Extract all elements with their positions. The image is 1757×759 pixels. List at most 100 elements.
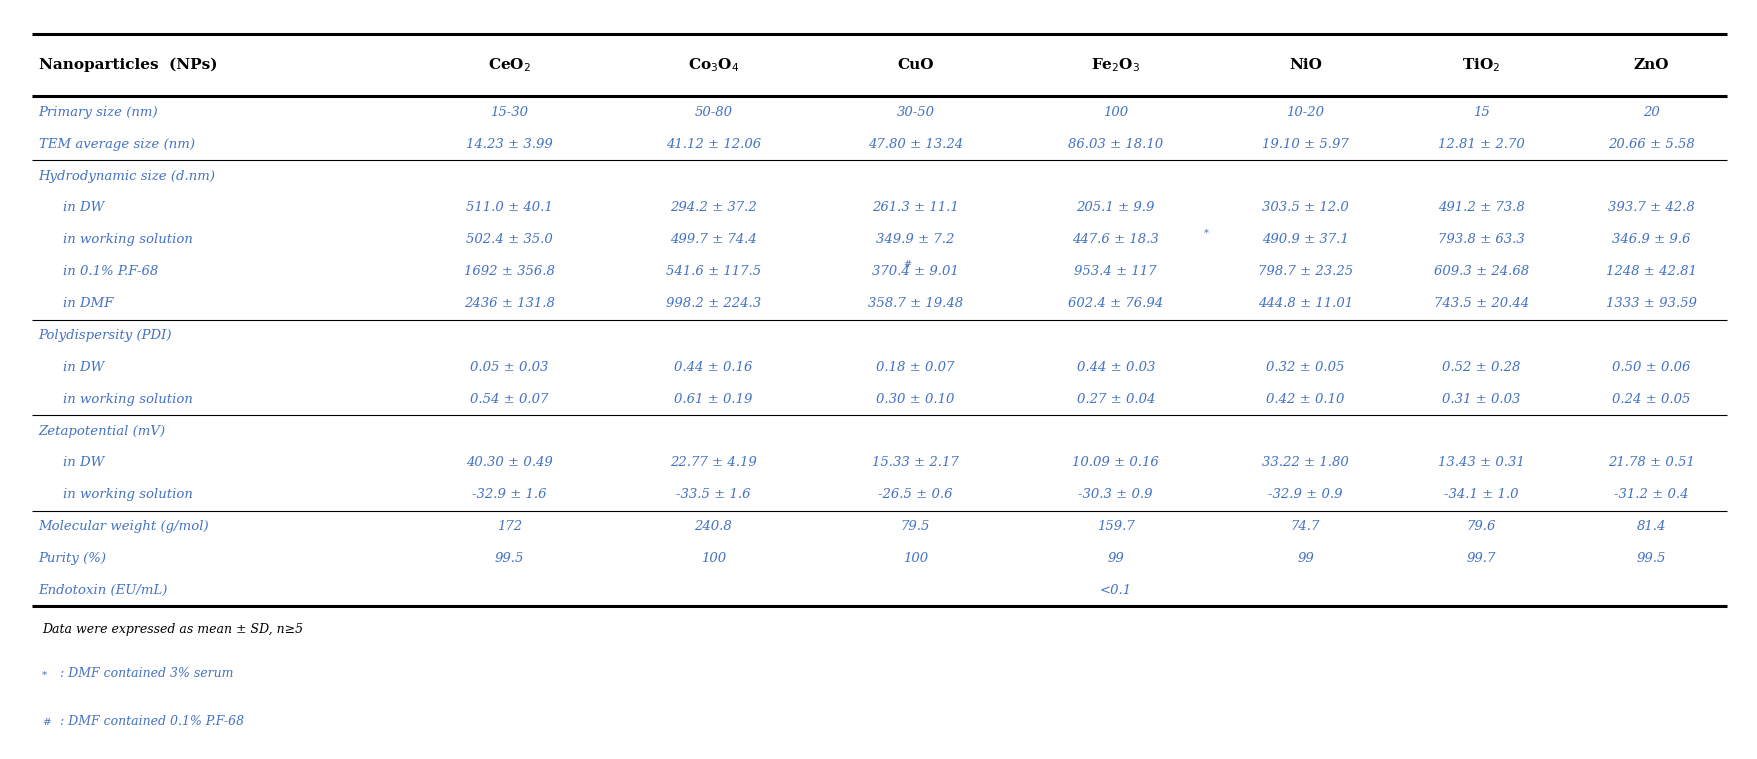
Text: 370.4 ± 9.01: 370.4 ± 9.01 (871, 265, 959, 279)
Text: 609.3 ± 24.68: 609.3 ± 24.68 (1434, 265, 1529, 279)
Text: in DMF: in DMF (63, 297, 114, 310)
Text: Co$_3$O$_4$: Co$_3$O$_4$ (687, 56, 740, 74)
Text: in working solution: in working solution (63, 392, 193, 406)
Text: 491.2 ± 73.8: 491.2 ± 73.8 (1437, 201, 1525, 215)
Text: 0.52 ± 0.28: 0.52 ± 0.28 (1442, 361, 1520, 374)
Text: 0.50 ± 0.06: 0.50 ± 0.06 (1613, 361, 1690, 374)
Text: Nanoparticles  (NPs): Nanoparticles (NPs) (39, 58, 218, 72)
Text: 0.30 ± 0.10: 0.30 ± 0.10 (877, 392, 954, 406)
Text: 793.8 ± 63.3: 793.8 ± 63.3 (1437, 233, 1525, 247)
Text: 346.9 ± 9.6: 346.9 ± 9.6 (1613, 233, 1690, 247)
Text: Molecular weight (g/mol): Molecular weight (g/mol) (39, 520, 209, 534)
Text: Fe$_2$O$_3$: Fe$_2$O$_3$ (1091, 56, 1140, 74)
Text: 99.7: 99.7 (1467, 552, 1495, 565)
Text: -32.9 ± 0.9: -32.9 ± 0.9 (1269, 488, 1342, 502)
Text: in DW: in DW (63, 361, 104, 374)
Text: 99: 99 (1297, 552, 1314, 565)
Text: 0.31 ± 0.03: 0.31 ± 0.03 (1442, 392, 1520, 406)
Text: 99.5: 99.5 (495, 552, 524, 565)
Text: 13.43 ± 0.31: 13.43 ± 0.31 (1437, 456, 1525, 470)
Text: in 0.1% P.F-68: in 0.1% P.F-68 (63, 265, 158, 279)
Text: 0.42 ± 0.10: 0.42 ± 0.10 (1267, 392, 1344, 406)
Text: 10-20: 10-20 (1286, 106, 1325, 119)
Text: 12.81 ± 2.70: 12.81 ± 2.70 (1437, 137, 1525, 151)
Text: 1248 ± 42.81: 1248 ± 42.81 (1606, 265, 1697, 279)
Text: 502.4 ± 35.0: 502.4 ± 35.0 (466, 233, 553, 247)
Text: 490.9 ± 37.1: 490.9 ± 37.1 (1262, 233, 1349, 247)
Text: 41.12 ± 12.06: 41.12 ± 12.06 (666, 137, 761, 151)
Text: in DW: in DW (63, 201, 104, 215)
Text: *: * (1204, 228, 1209, 238)
Text: 998.2 ± 224.3: 998.2 ± 224.3 (666, 297, 761, 310)
Text: CeO$_2$: CeO$_2$ (488, 56, 531, 74)
Text: 0.61 ± 0.19: 0.61 ± 0.19 (675, 392, 752, 406)
Text: 499.7 ± 74.4: 499.7 ± 74.4 (669, 233, 757, 247)
Text: 0.44 ± 0.16: 0.44 ± 0.16 (675, 361, 752, 374)
Text: 99: 99 (1107, 552, 1124, 565)
Text: 447.6 ± 18.3: 447.6 ± 18.3 (1072, 233, 1160, 247)
Text: Data were expressed as mean ± SD, n≥5: Data were expressed as mean ± SD, n≥5 (42, 623, 304, 636)
Text: 602.4 ± 76.94: 602.4 ± 76.94 (1068, 297, 1163, 310)
Text: *: * (42, 670, 47, 679)
Text: 79.6: 79.6 (1467, 520, 1495, 534)
Text: 30-50: 30-50 (896, 106, 935, 119)
Text: #: # (903, 260, 912, 269)
Text: 0.27 ± 0.04: 0.27 ± 0.04 (1077, 392, 1154, 406)
Text: 15.33 ± 2.17: 15.33 ± 2.17 (871, 456, 959, 470)
Text: in working solution: in working solution (63, 233, 193, 247)
Text: 50-80: 50-80 (694, 106, 733, 119)
Text: : DMF contained 0.1% P.F-68: : DMF contained 0.1% P.F-68 (60, 715, 244, 728)
Text: 1692 ± 356.8: 1692 ± 356.8 (464, 265, 555, 279)
Text: 0.24 ± 0.05: 0.24 ± 0.05 (1613, 392, 1690, 406)
Text: 81.4: 81.4 (1638, 520, 1666, 534)
Text: -32.9 ± 1.6: -32.9 ± 1.6 (473, 488, 546, 502)
Text: 33.22 ± 1.80: 33.22 ± 1.80 (1262, 456, 1349, 470)
Text: Polydispersity (PDI): Polydispersity (PDI) (39, 329, 172, 342)
Text: -31.2 ± 0.4: -31.2 ± 0.4 (1615, 488, 1688, 502)
Text: Purity (%): Purity (%) (39, 552, 107, 565)
Text: -33.5 ± 1.6: -33.5 ± 1.6 (676, 488, 750, 502)
Text: 14.23 ± 3.99: 14.23 ± 3.99 (466, 137, 553, 151)
Text: 240.8: 240.8 (694, 520, 733, 534)
Text: 349.9 ± 7.2: 349.9 ± 7.2 (877, 233, 954, 247)
Text: -30.3 ± 0.9: -30.3 ± 0.9 (1079, 488, 1153, 502)
Text: NiO: NiO (1290, 58, 1321, 72)
Text: 10.09 ± 0.16: 10.09 ± 0.16 (1072, 456, 1160, 470)
Text: 79.5: 79.5 (901, 520, 929, 534)
Text: 0.05 ± 0.03: 0.05 ± 0.03 (471, 361, 548, 374)
Text: Endotoxin (EU/mL): Endotoxin (EU/mL) (39, 584, 169, 597)
Text: 294.2 ± 37.2: 294.2 ± 37.2 (669, 201, 757, 215)
Text: 100: 100 (701, 552, 726, 565)
Text: -26.5 ± 0.6: -26.5 ± 0.6 (878, 488, 952, 502)
Text: ZnO: ZnO (1634, 58, 1669, 72)
Text: 86.03 ± 18.10: 86.03 ± 18.10 (1068, 137, 1163, 151)
Text: in working solution: in working solution (63, 488, 193, 502)
Text: 159.7: 159.7 (1096, 520, 1135, 534)
Text: : DMF contained 3% serum: : DMF contained 3% serum (60, 667, 234, 681)
Text: 444.8 ± 11.01: 444.8 ± 11.01 (1258, 297, 1353, 310)
Text: Primary size (nm): Primary size (nm) (39, 106, 158, 119)
Text: Zetapotential (mV): Zetapotential (mV) (39, 424, 165, 438)
Text: -34.1 ± 1.0: -34.1 ± 1.0 (1444, 488, 1518, 502)
Text: 358.7 ± 19.48: 358.7 ± 19.48 (868, 297, 963, 310)
Text: Hydrodynamic size (d.nm): Hydrodynamic size (d.nm) (39, 169, 216, 183)
Text: 0.44 ± 0.03: 0.44 ± 0.03 (1077, 361, 1154, 374)
Text: TEM average size (nm): TEM average size (nm) (39, 137, 195, 151)
Text: #: # (42, 718, 51, 727)
Text: TiO$_2$: TiO$_2$ (1462, 56, 1500, 74)
Text: 15-30: 15-30 (490, 106, 529, 119)
Text: 99.5: 99.5 (1638, 552, 1666, 565)
Text: 953.4 ± 117: 953.4 ± 117 (1075, 265, 1156, 279)
Text: 100: 100 (903, 552, 928, 565)
Text: 15: 15 (1472, 106, 1490, 119)
Text: 1333 ± 93.59: 1333 ± 93.59 (1606, 297, 1697, 310)
Text: 21.78 ± 0.51: 21.78 ± 0.51 (1608, 456, 1696, 470)
Text: 205.1 ± 9.9: 205.1 ± 9.9 (1077, 201, 1154, 215)
Text: 393.7 ± 42.8: 393.7 ± 42.8 (1608, 201, 1696, 215)
Text: <0.1: <0.1 (1100, 584, 1132, 597)
Text: 261.3 ± 11.1: 261.3 ± 11.1 (871, 201, 959, 215)
Text: 0.32 ± 0.05: 0.32 ± 0.05 (1267, 361, 1344, 374)
Text: 2436 ± 131.8: 2436 ± 131.8 (464, 297, 555, 310)
Text: 47.80 ± 13.24: 47.80 ± 13.24 (868, 137, 963, 151)
Text: 541.6 ± 117.5: 541.6 ± 117.5 (666, 265, 761, 279)
